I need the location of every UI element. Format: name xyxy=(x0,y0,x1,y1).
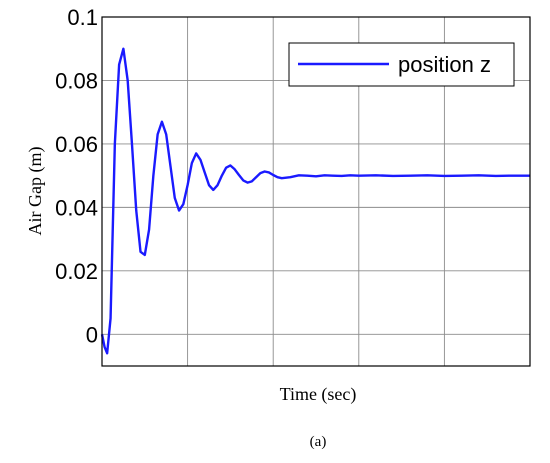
y-tick-label: 0.02 xyxy=(55,259,98,284)
y-tick-label: 0.08 xyxy=(55,68,98,93)
legend-label: position z xyxy=(398,52,491,77)
y-axis-ticks: 0 0.02 0.04 0.06 0.08 0.1 xyxy=(55,5,98,347)
y-tick-label: 0.06 xyxy=(55,132,98,157)
plot-frame xyxy=(101,16,531,367)
figure-caption: (a) xyxy=(310,434,327,450)
legend: position z xyxy=(288,42,515,87)
y-tick-label: 0.1 xyxy=(67,5,98,30)
x-axis-label: Time (sec) xyxy=(280,384,357,405)
y-tick-label: 0.04 xyxy=(55,195,98,220)
y-axis-label: Air Gap (m) xyxy=(25,147,46,236)
series-line-position-z xyxy=(100,47,530,355)
y-tick-label: 0 xyxy=(86,322,98,347)
